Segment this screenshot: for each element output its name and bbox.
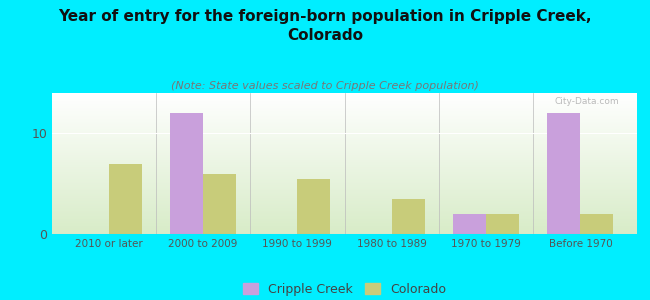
Bar [547,113,580,234]
Bar [203,174,236,234]
Bar [109,164,142,234]
Text: City-Data.com: City-Data.com [555,97,619,106]
Bar [580,214,614,234]
Text: Year of entry for the foreign-born population in Cripple Creek,
Colorado: Year of entry for the foreign-born popul… [58,9,592,43]
Bar [453,214,486,234]
Bar [297,178,330,234]
Bar [170,113,203,234]
Bar [486,214,519,234]
Legend: Cripple Creek, Colorado: Cripple Creek, Colorado [238,278,451,300]
Bar [392,199,424,234]
Text: (Note: State values scaled to Cripple Creek population): (Note: State values scaled to Cripple Cr… [171,81,479,91]
